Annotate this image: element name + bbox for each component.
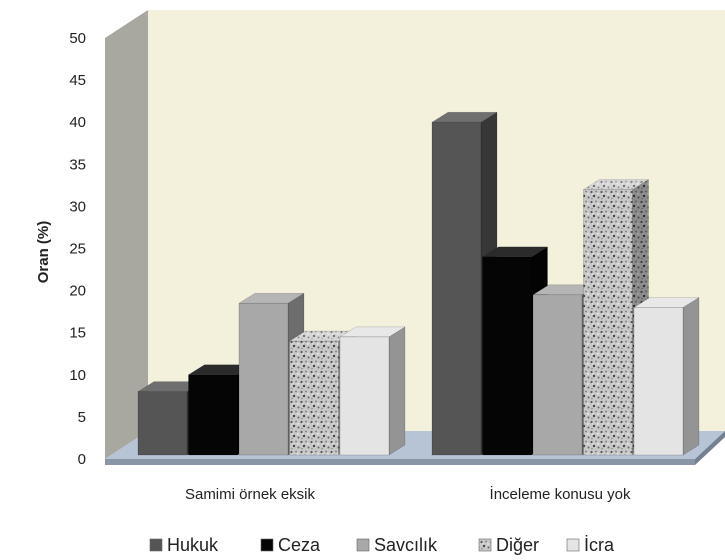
legend-item: Hukuk bbox=[149, 535, 219, 555]
y-tick-label: 0 bbox=[78, 451, 86, 468]
legend-swatch bbox=[149, 538, 163, 552]
y-tick-label: 20 bbox=[69, 283, 86, 300]
y-tick-label: 35 bbox=[69, 156, 86, 173]
legend-swatch bbox=[566, 538, 580, 552]
left-wall bbox=[105, 10, 148, 459]
x-tick-label: Samimi örnek eksik bbox=[185, 486, 316, 503]
floor-edge-side bbox=[695, 431, 725, 465]
y-tick-label: 45 bbox=[69, 72, 86, 89]
legend-swatch bbox=[478, 538, 492, 552]
y-tick-label: 25 bbox=[69, 241, 86, 258]
bar bbox=[633, 296, 700, 456]
y-tick-label: 40 bbox=[69, 114, 86, 131]
legend-item: Savcılık bbox=[356, 535, 438, 555]
legend-label: Diğer bbox=[496, 535, 539, 555]
x-tick-label: İnceleme konusu yok bbox=[490, 485, 631, 503]
legend-item: Diğer bbox=[478, 535, 539, 555]
legend-swatch bbox=[356, 538, 370, 552]
legend-item: Ceza bbox=[260, 535, 321, 555]
legend-label: İcra bbox=[584, 535, 615, 555]
bar bbox=[339, 326, 406, 456]
y-tick-label: 10 bbox=[69, 367, 86, 384]
legend-item: İcra bbox=[566, 535, 615, 555]
legend-label: Ceza bbox=[278, 535, 321, 555]
y-axis-label: Oran (%) bbox=[35, 221, 52, 284]
floor-edge bbox=[105, 459, 695, 465]
legend-label: Hukuk bbox=[167, 535, 219, 555]
y-tick-label: 50 bbox=[69, 30, 86, 47]
legend-swatch bbox=[260, 538, 274, 552]
legend-label: Savcılık bbox=[374, 535, 438, 555]
y-tick-label: 15 bbox=[69, 325, 86, 342]
y-tick-label: 30 bbox=[69, 198, 86, 215]
y-tick-label: 5 bbox=[78, 409, 86, 426]
